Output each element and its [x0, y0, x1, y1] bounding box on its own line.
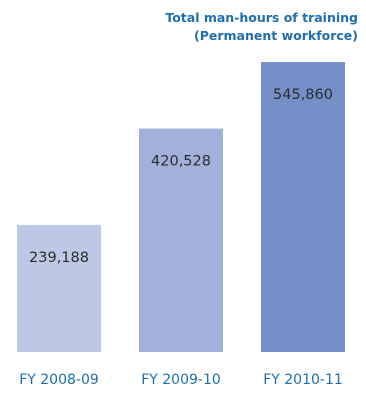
chart-title: Total man-hours of training (Permanent w… [58, 9, 358, 45]
category-label-2: FY 2009-10 [141, 372, 221, 388]
category-label-3: FY 2010-11 [263, 372, 343, 388]
chart-title-line-1: Total man-hours of training [165, 10, 358, 25]
bar-2 [139, 128, 223, 352]
bar-value-label-3: 545,860 [273, 87, 333, 103]
bar-value-label-1: 239,188 [29, 250, 89, 266]
category-label-1: FY 2008-09 [19, 372, 99, 388]
chart-title-line-2: (Permanent workforce) [194, 28, 358, 43]
bar-1 [17, 224, 101, 352]
bar-value-label-2: 420,528 [151, 154, 211, 170]
bar-3 [261, 62, 345, 352]
